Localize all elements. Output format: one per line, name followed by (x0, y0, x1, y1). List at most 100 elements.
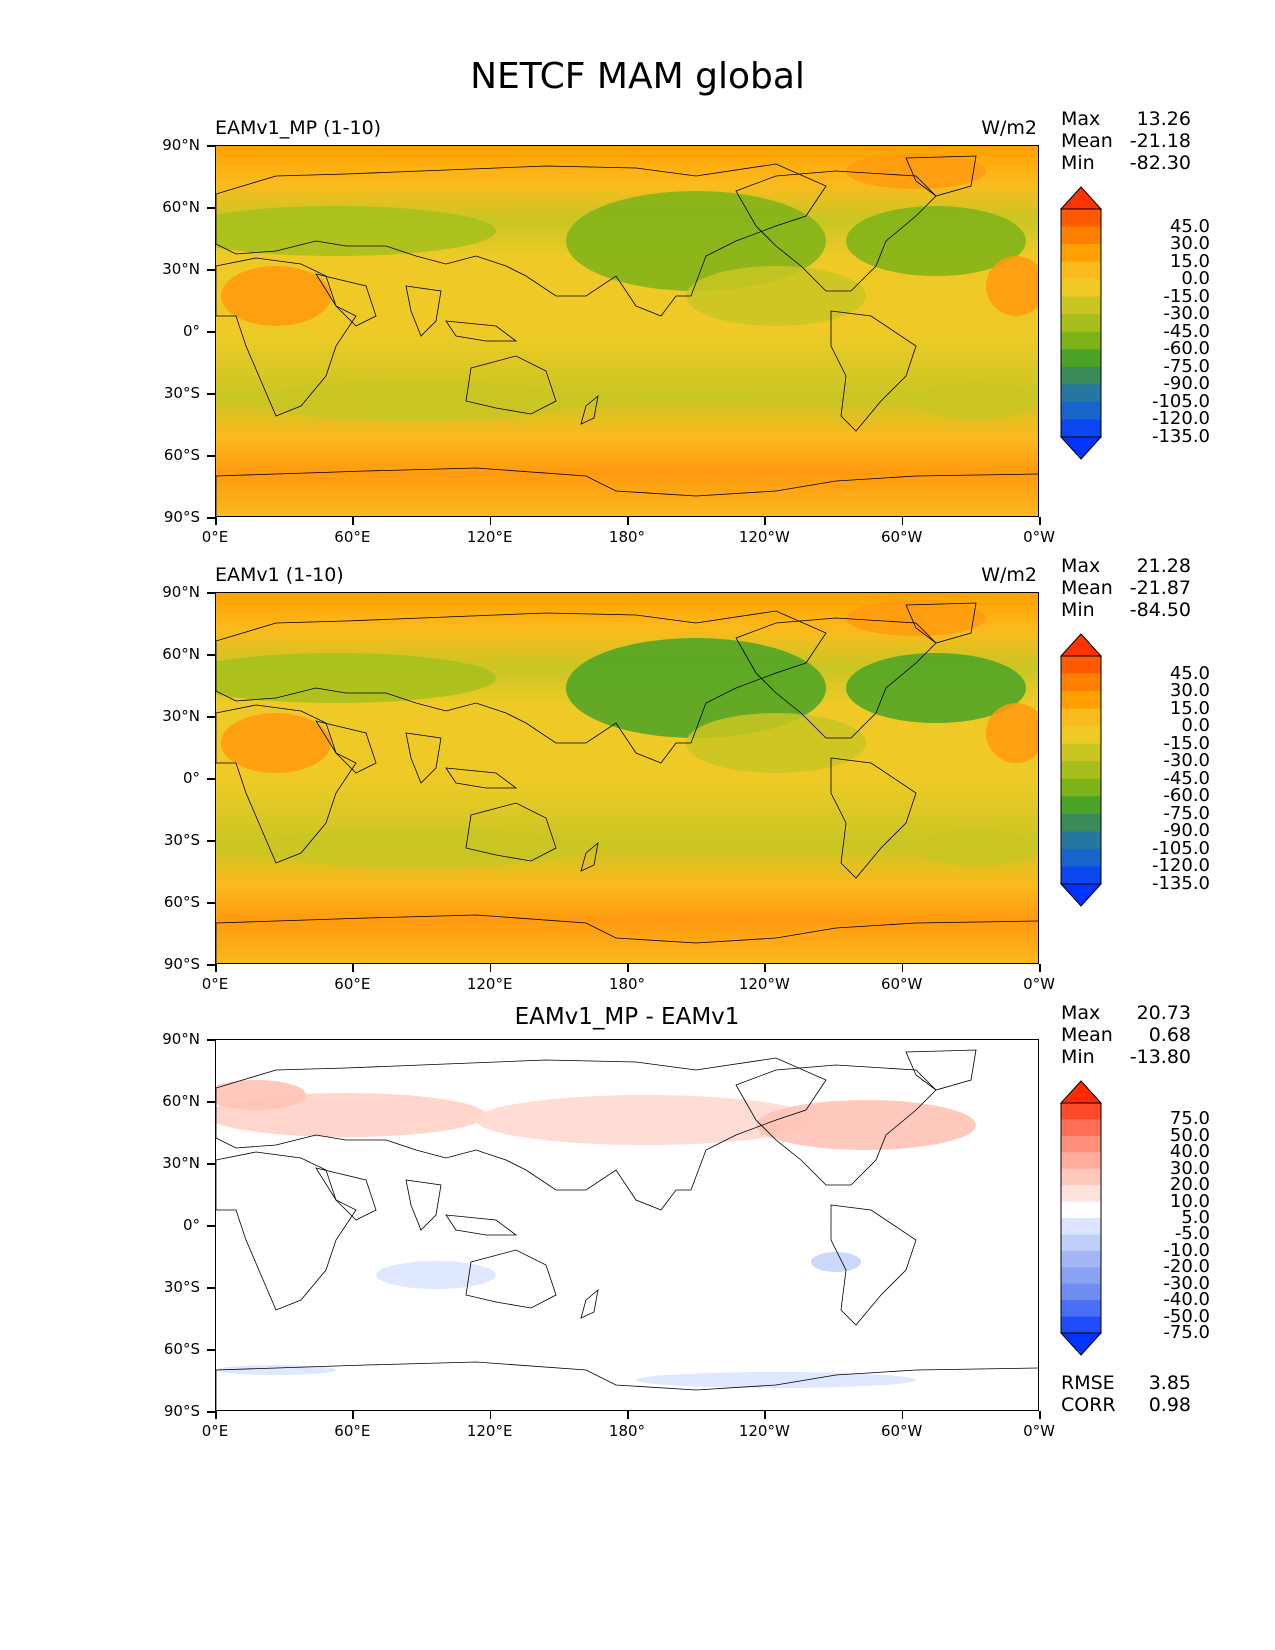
colorbar-tick-label: -75.0 (1163, 1322, 1210, 1343)
colorbar-tick-label: -30.0 (1163, 750, 1210, 772)
lon-tick-label: 60°W (880, 975, 923, 993)
colorbar-segment (1061, 366, 1101, 385)
colorbar-segment (1061, 349, 1101, 368)
coastline (580, 841, 599, 872)
map-field (216, 593, 1038, 963)
colorbar-tick-label: -105.0 (1151, 837, 1210, 859)
lon-tick-label: 0°E (201, 528, 229, 546)
colorbar-tick-label: 45.0 (1169, 215, 1210, 237)
lon-tick (352, 1411, 354, 1419)
colorbar-tick-label: 75.0 (1169, 1108, 1210, 1130)
colorbar-tick-label: -40.0 (1163, 1289, 1210, 1311)
lat-tick-label: 90°N (162, 136, 200, 154)
lat-tick-label: 30°S (163, 384, 200, 402)
colorbar-tick-label: 15.0 (1169, 697, 1210, 719)
colorbar-segment (1061, 1103, 1101, 1120)
colorbar-segment (1061, 1119, 1101, 1137)
lat-tick-label: 30°N (162, 707, 200, 725)
lat-tick (207, 207, 215, 209)
colorbar-segment (1061, 244, 1101, 263)
colorbar-segment (1061, 848, 1101, 867)
colorbar-tick-label: -10.0 (1163, 1239, 1210, 1261)
colorbar-segment (1061, 656, 1101, 675)
colorbar-segment (1061, 401, 1101, 420)
stat-row: Max 21.28 (1061, 555, 1191, 577)
difference-contour-region (756, 1100, 976, 1150)
colorbar-container (1059, 186, 1103, 464)
lat-tick (207, 1287, 215, 1289)
lon-tick (627, 1411, 629, 1419)
field-contour-region (256, 381, 576, 421)
stat-label: Max (1061, 1002, 1101, 1024)
colorbar-segment (1061, 226, 1101, 245)
panel-reference: EAMv1 (1-10) W/m2 90°N 60°N 30°N 0° 30°S 60°S 90… (0, 555, 1275, 995)
panel-title-left: EAMv1 (1-10) (215, 564, 344, 586)
coastline (465, 1249, 557, 1309)
colorbar-segment (1061, 1201, 1101, 1219)
stat-label: Mean (1061, 577, 1113, 599)
colorbar-segment (1061, 1250, 1101, 1268)
coastline (580, 1288, 599, 1319)
lat-tick-label: 60°S (163, 446, 200, 464)
lat-tick (207, 455, 215, 457)
colorbar-segment (1061, 831, 1101, 850)
colorbar-tick-label: -60.0 (1163, 785, 1210, 807)
field-contour-region (216, 206, 496, 256)
field-contour-region (686, 266, 866, 326)
colorbar-tick-label: 30.0 (1169, 1157, 1210, 1179)
lat-tick (207, 517, 215, 519)
colorbar-tick-label: -90.0 (1163, 820, 1210, 842)
lat-tick (207, 1225, 215, 1227)
colorbar-extend-min (1059, 436, 1103, 460)
coastline (735, 617, 937, 739)
lon-tick (764, 964, 766, 972)
colorbar-tick-label: 10.0 (1169, 1190, 1210, 1212)
lon-tick (352, 964, 354, 972)
colorbar-extend-min (1059, 883, 1103, 907)
stat-row: Max 13.26 (1061, 108, 1191, 130)
colorbar-extend-min (1059, 1332, 1103, 1356)
colorbar-tick-label: 40.0 (1169, 1141, 1210, 1163)
lon-tick-label: 60°E (334, 528, 371, 546)
colorbar-outline (1060, 655, 1102, 885)
error-stats-block: RMSE 3.85 CORR 0.98 (1061, 1372, 1191, 1416)
stat-row: Max 20.73 (1061, 1002, 1191, 1024)
field-contour-region (686, 713, 866, 773)
lat-tick (207, 1039, 215, 1041)
colorbar-tick-label: -75.0 (1163, 355, 1210, 377)
lat-tick (207, 778, 215, 780)
lon-tick (215, 1411, 217, 1419)
colorbar-extend-max (1059, 1080, 1103, 1104)
lat-tick (207, 1349, 215, 1351)
colorbar-segment (1061, 1135, 1101, 1153)
stat-row: RMSE 3.85 (1061, 1372, 1191, 1394)
colorbar-segment (1061, 1234, 1101, 1252)
lon-tick (489, 517, 492, 525)
stat-row: Min -82.30 (1061, 152, 1191, 174)
difference-contour-region (376, 1261, 496, 1289)
stat-label: Max (1061, 108, 1101, 130)
coastline (315, 720, 442, 784)
lon-tick (1039, 1411, 1041, 1419)
difference-contour-region (216, 1365, 336, 1375)
panel-difference: EAMv1_MP - EAMv1 90°N 60°N 30°N 0° 30°S 60°S 90… (0, 1002, 1275, 1442)
field-contour-region (846, 653, 1026, 723)
panel-units: W/m2 (981, 564, 1037, 586)
stat-row: Mean 0.68 (1061, 1024, 1191, 1046)
stat-value: 0.68 (1148, 1024, 1191, 1046)
colorbar-tick-label: -5.0 (1174, 1223, 1210, 1245)
colorbar-segment (1061, 691, 1101, 710)
lon-tick (215, 964, 217, 972)
figure-title: NETCF MAM global (470, 56, 805, 97)
difference-contour-region (811, 1252, 861, 1272)
coastline (735, 1064, 937, 1186)
lat-tick (207, 1411, 215, 1413)
panel-units: W/m2 (981, 117, 1037, 139)
colorbar-tick-label: -15.0 (1163, 732, 1210, 754)
lon-tick-label: 60°E (334, 1422, 371, 1440)
lon-tick-label: 120°W (738, 975, 790, 993)
lon-tick-label: 0°W (1023, 528, 1055, 546)
lat-tick (207, 716, 215, 718)
lat-tick-label: 60°N (162, 198, 200, 216)
colorbar-tick-label: -105.0 (1151, 390, 1210, 412)
